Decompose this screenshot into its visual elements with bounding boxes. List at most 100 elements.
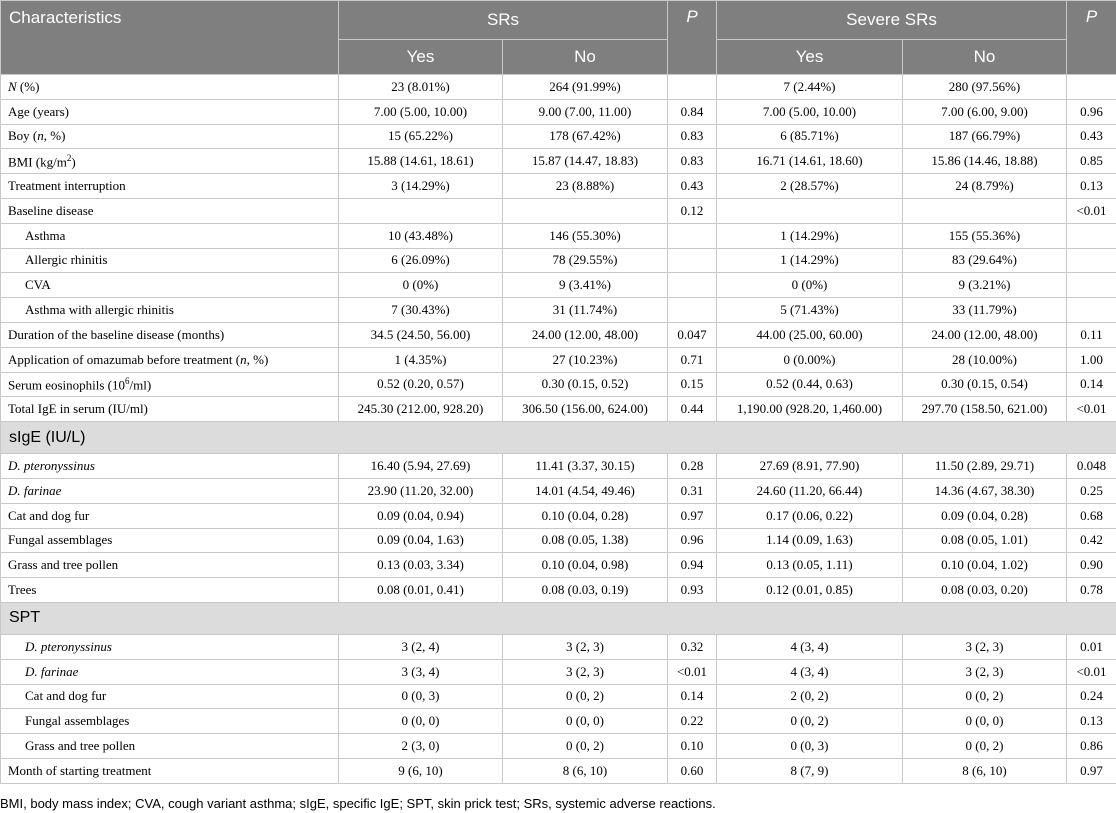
srs-no-cell: 0 (0, 2) bbox=[502, 683, 668, 710]
severe-no-cell: 155 (55.36%) bbox=[901, 222, 1068, 249]
srs-yes-cell: 3 (3, 4) bbox=[338, 658, 503, 685]
severe-yes-cell: 5 (71.43%) bbox=[716, 297, 903, 323]
srs-no-cell: 78 (29.55%) bbox=[502, 247, 668, 274]
p-value-srs-cell: 0.97 bbox=[667, 502, 717, 529]
p-value-srs-cell bbox=[667, 272, 717, 299]
table-row: Serum eosinophils (106/ml) 0.52 (0.20, 0.… bbox=[0, 371, 1116, 398]
p-value-severe-cell: 0.86 bbox=[1066, 733, 1116, 759]
row-label: Fungal assemblages bbox=[0, 527, 339, 554]
row-label: Month of starting treatment bbox=[0, 757, 339, 784]
severe-yes-cell: 27.69 (8.91, 77.90) bbox=[716, 453, 903, 479]
p-value-srs-cell: 0.15 bbox=[667, 371, 717, 398]
srs-yes-cell: 15 (65.22%) bbox=[338, 123, 503, 150]
srs-yes-cell: 2 (3, 0) bbox=[338, 733, 503, 759]
severe-no-cell: 0 (0, 0) bbox=[901, 708, 1068, 735]
severe-yes-cell: 0.12 (0.01, 0.85) bbox=[716, 577, 903, 603]
header-severe-srs: Severe SRs bbox=[715, 0, 1068, 40]
severe-yes-cell: 2 (28.57%) bbox=[716, 173, 903, 199]
severe-yes-cell: 4 (3, 4) bbox=[716, 658, 903, 685]
p-value-severe-cell: 0.048 bbox=[1066, 453, 1116, 479]
severe-yes-cell: 0 (0%) bbox=[716, 272, 903, 299]
severe-no-cell: 0.09 (0.04, 0.28) bbox=[901, 502, 1068, 529]
table-row: CVA 0 (0%) 9 (3.41%) 0 (0%) 9 (3.21%) bbox=[0, 272, 1116, 299]
severe-no-cell: 33 (11.79%) bbox=[901, 297, 1068, 323]
srs-no-cell: 24.00 (12.00, 48.00) bbox=[502, 321, 668, 348]
row-label: Total IgE in serum (IU/ml) bbox=[0, 396, 339, 423]
srs-yes-cell bbox=[338, 197, 503, 224]
srs-no-cell: 0.08 (0.05, 1.38) bbox=[502, 527, 668, 554]
severe-no-cell: 15.86 (14.46, 18.88) bbox=[901, 148, 1068, 175]
table-footnote: BMI, body mass index; CVA, cough variant… bbox=[0, 796, 716, 811]
p-value-severe-cell: 0.43 bbox=[1066, 123, 1116, 150]
srs-no-cell: 0.08 (0.03, 0.19) bbox=[502, 577, 668, 603]
srs-yes-cell: 23 (8.01%) bbox=[338, 74, 503, 100]
p-value-srs-cell: 0.12 bbox=[667, 197, 717, 224]
table-row: Grass and tree pollen 0.13 (0.03, 3.34) 0.… bbox=[0, 552, 1116, 579]
table-row: Asthma with allergic rhinitis 7 (30.43%) 3… bbox=[0, 297, 1116, 323]
p-value-severe-cell: <0.01 bbox=[1066, 396, 1116, 423]
srs-yes-cell: 6 (26.09%) bbox=[338, 247, 503, 274]
header-characteristics: Characteristics bbox=[0, 0, 339, 75]
table-row: BMI (kg/m2) 15.88 (14.61, 18.61) 15.87 (14… bbox=[0, 148, 1116, 175]
severe-no-cell: 3 (2, 3) bbox=[901, 658, 1068, 685]
row-label: Boy (n, %) bbox=[0, 123, 339, 150]
table-row: Cat and dog fur 0.09 (0.04, 0.94) 0.10 (0.… bbox=[0, 502, 1116, 529]
table-row: Total IgE in serum (IU/ml) 245.30 (212.00… bbox=[0, 396, 1116, 423]
p-value-srs-cell: 0.28 bbox=[667, 453, 717, 479]
characteristics-table: Characteristics SRs P Severe SRs P Yes N… bbox=[0, 0, 1116, 784]
p-value-severe-cell: 0.13 bbox=[1066, 173, 1116, 199]
row-label: Cat and dog fur bbox=[0, 502, 339, 529]
severe-no-cell: 280 (97.56%) bbox=[901, 74, 1068, 100]
section-header-row: sIgE (IU/L) bbox=[0, 421, 1116, 455]
severe-yes-cell: 6 (85.71%) bbox=[716, 123, 903, 150]
srs-yes-cell: 3 (2, 4) bbox=[338, 633, 503, 660]
p-value-srs-cell: 0.047 bbox=[667, 321, 717, 348]
row-label: Cat and dog fur bbox=[0, 683, 339, 710]
p-value-severe-cell bbox=[1066, 74, 1116, 100]
severe-no-cell: 11.50 (2.89, 29.71) bbox=[901, 453, 1068, 479]
severe-yes-cell: 8 (7, 9) bbox=[716, 757, 903, 784]
p-value-severe-cell: 0.13 bbox=[1066, 708, 1116, 735]
severe-yes-cell: 24.60 (11.20, 66.44) bbox=[716, 477, 903, 504]
srs-yes-cell: 34.5 (24.50, 56.00) bbox=[338, 321, 503, 348]
p-value-severe-cell: 0.42 bbox=[1066, 527, 1116, 554]
srs-no-cell: 3 (2, 3) bbox=[502, 658, 668, 685]
p-value-srs-cell: 0.31 bbox=[667, 477, 717, 504]
severe-yes-cell: 1,190.00 (928.20, 1,460.00) bbox=[716, 396, 903, 423]
srs-no-cell: 0.10 (0.04, 0.28) bbox=[502, 502, 668, 529]
srs-no-cell: 0 (0, 0) bbox=[502, 708, 668, 735]
row-label: Duration of the baseline disease (months… bbox=[0, 321, 339, 348]
p-value-severe-cell: 0.90 bbox=[1066, 552, 1116, 579]
srs-yes-cell: 0.09 (0.04, 0.94) bbox=[338, 502, 503, 529]
p-value-srs-cell: 0.43 bbox=[667, 173, 717, 199]
row-label: Asthma with allergic rhinitis bbox=[0, 297, 339, 323]
severe-no-cell: 0 (0, 2) bbox=[901, 683, 1068, 710]
srs-no-cell: 0.30 (0.15, 0.52) bbox=[502, 371, 668, 398]
row-label: Grass and tree pollen bbox=[0, 552, 339, 579]
p-value-severe-cell bbox=[1066, 272, 1116, 299]
table-row: D. pteronyssinus 3 (2, 4) 3 (2, 3) 0.32 4 (3… bbox=[0, 633, 1116, 660]
p-value-severe-cell: 0.14 bbox=[1066, 371, 1116, 398]
header-severe-yes: Yes bbox=[716, 39, 903, 75]
row-label: Treatment interruption bbox=[0, 173, 339, 199]
severe-no-cell: 9 (3.21%) bbox=[901, 272, 1068, 299]
srs-no-cell: 178 (67.42%) bbox=[502, 123, 668, 150]
severe-no-cell: 0.08 (0.03, 0.20) bbox=[901, 577, 1068, 603]
p-value-severe-cell: 0.11 bbox=[1066, 321, 1116, 348]
header-p-srs: P bbox=[667, 0, 717, 75]
row-label: D. farinae bbox=[0, 658, 339, 685]
table-row: Asthma 10 (43.48%) 146 (55.30%) 1 (14.29%) 1… bbox=[0, 222, 1116, 249]
p-value-severe-cell: <0.01 bbox=[1066, 197, 1116, 224]
row-label: CVA bbox=[0, 272, 339, 299]
severe-yes-cell: 0.17 (0.06, 0.22) bbox=[716, 502, 903, 529]
severe-yes-cell: 0.13 (0.05, 1.11) bbox=[716, 552, 903, 579]
srs-yes-cell: 15.88 (14.61, 18.61) bbox=[338, 148, 503, 175]
srs-yes-cell: 0.09 (0.04, 1.63) bbox=[338, 527, 503, 554]
p-value-severe-cell: 0.25 bbox=[1066, 477, 1116, 504]
severe-no-cell: 0.08 (0.05, 1.01) bbox=[901, 527, 1068, 554]
p-value-srs-cell: 0.44 bbox=[667, 396, 717, 423]
severe-no-cell: 14.36 (4.67, 38.30) bbox=[901, 477, 1068, 504]
severe-yes-cell: 4 (3, 4) bbox=[716, 633, 903, 660]
srs-no-cell: 23 (8.88%) bbox=[502, 173, 668, 199]
srs-yes-cell: 7.00 (5.00, 10.00) bbox=[338, 98, 503, 125]
